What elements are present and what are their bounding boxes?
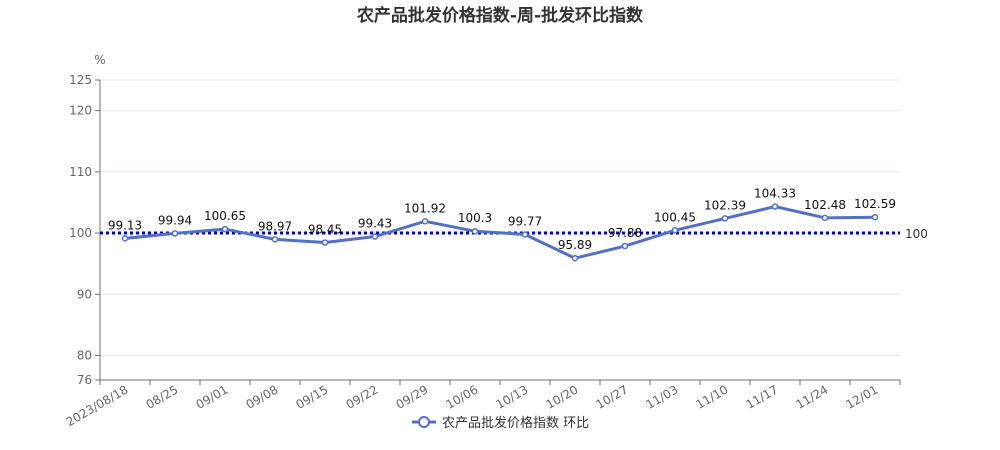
y-tick-label: 90 [77,287,92,301]
data-label: 101.92 [404,201,446,215]
data-label: 102.59 [854,197,896,211]
x-tick-label: 09/15 [294,382,331,411]
axes: 76 80 90 100 110 120 125 2023/08/18 08/25 09/01 09… [64,73,901,429]
data-label: 100.45 [654,210,696,224]
chart-title: 农产品批发价格指数-周-批发环比指数 [356,5,644,26]
x-tick-label: 11/17 [744,382,781,411]
data-point [321,239,329,246]
data-point [171,230,179,237]
data-label: 104.33 [754,187,796,201]
data-label: 99.43 [358,217,392,231]
data-point [271,236,279,243]
data-label: 98.45 [308,223,342,237]
y-tick-label: 120 [69,104,92,118]
legend-marker-icon [418,416,430,428]
x-tick-label: 11/10 [694,382,731,411]
x-tick-label: 09/22 [344,382,381,411]
legend-series-name: 农产品批发价格指数 环比 [442,415,589,431]
data-label: 100.65 [204,209,246,223]
x-tick-label: 10/13 [494,382,531,411]
x-tick-label: 10/20 [544,382,581,411]
x-tick-label: 09/01 [194,382,231,411]
data-labels: 99.13 99.94 100.65 98.97 98.45 99.43 101.92 100… [108,187,896,253]
x-tick-label: 12/01 [844,382,881,411]
data-point [871,213,879,221]
y-tick-label: 100 [69,226,92,240]
data-point [221,225,229,233]
x-tick-label: 2023/08/18 [64,382,131,429]
data-point [621,242,629,250]
x-tick-label: 10/06 [444,382,481,411]
data-label: 98.97 [258,219,292,233]
y-tick-label: 125 [69,73,92,87]
data-label: 99.13 [108,218,142,232]
legend[interactable]: 农产品批发价格指数 环比 [412,415,589,431]
data-point [721,215,729,222]
x-tick-label: 10/27 [594,382,631,411]
x-tick-label: 11/24 [794,382,831,411]
x-tick-label: 11/03 [644,382,681,411]
data-label: 102.48 [804,198,846,212]
data-point [121,235,129,242]
data-point [671,227,679,234]
data-label: 99.94 [158,213,192,227]
reference-line-label: 100 [905,227,928,241]
data-point [421,218,429,225]
x-tick-label: 09/08 [244,382,281,411]
x-tick-label: 08/25 [144,382,181,411]
data-label: 102.39 [704,198,746,212]
data-label: 97.88 [608,226,642,240]
y-tick-label: 76 [77,373,92,387]
data-point [521,231,529,238]
data-point [571,254,579,262]
data-label: 99.77 [508,214,542,228]
reference-line-group: 100 [100,227,928,241]
data-label: 95.89 [558,238,592,252]
data-label: 100.3 [458,211,492,225]
data-point [821,214,829,222]
data-point [471,227,479,235]
y-tick-label: 80 [77,349,92,363]
series-line [123,205,877,260]
y-axis-unit: % [94,53,105,67]
y-tick-label: 110 [69,165,92,179]
data-point [371,233,379,240]
x-tick-label: 09/29 [394,382,431,411]
series-group [121,203,879,262]
data-point [771,203,779,210]
